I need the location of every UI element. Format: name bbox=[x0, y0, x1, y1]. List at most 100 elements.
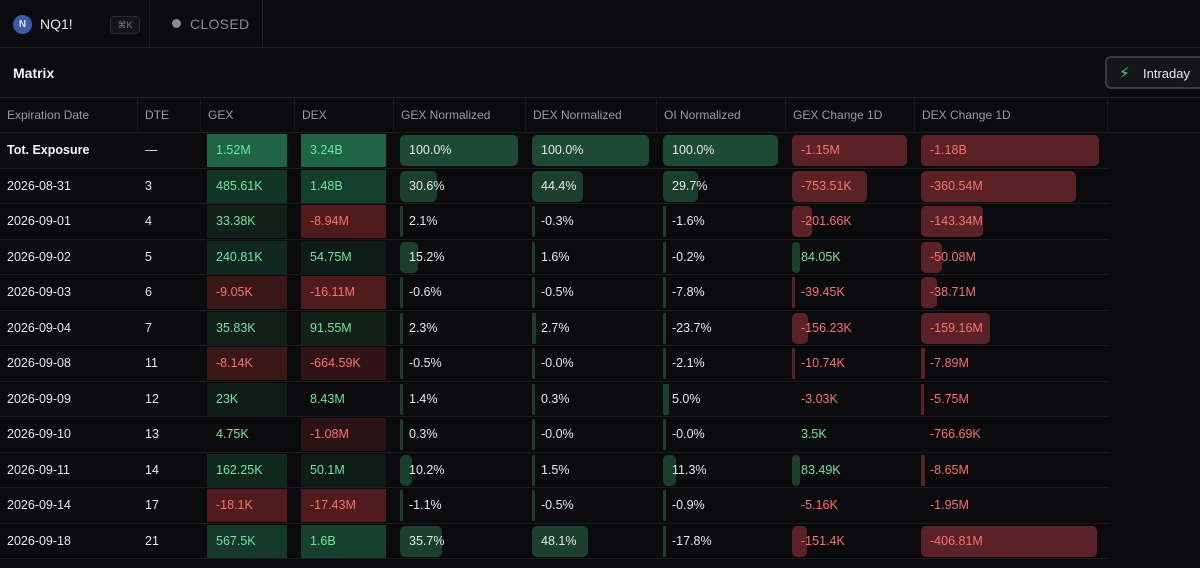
table-row[interactable]: 2026-09-11 14 162.25K 50.1M 10.2% 1.5% 11.3% 83… bbox=[0, 453, 1108, 489]
lightning-bolt-icon: ⚡ bbox=[1119, 65, 1130, 82]
col-gex-normalized-bar bbox=[400, 383, 403, 415]
col-oi-normalized-header[interactable]: OI Normalized bbox=[657, 98, 786, 133]
col-dex-heat-fill bbox=[301, 524, 386, 558]
col-gex-normalized-bar bbox=[400, 454, 412, 486]
col-gex-normalized-value: 35.7% bbox=[409, 533, 445, 548]
col-dex-normalized-cell: 0.3% bbox=[526, 382, 657, 418]
col-oi-normalized-value: -0.2% bbox=[672, 249, 705, 264]
table-row[interactable]: 2026-09-09 12 23K 8.43M 1.4% 0.3% 5.0% -3.03K -5… bbox=[0, 382, 1108, 418]
col-dex-change-bar bbox=[921, 383, 924, 415]
col-dex-heat-fill bbox=[301, 347, 386, 380]
col-gex-change-header[interactable]: GEX Change 1D bbox=[786, 98, 915, 133]
col-expiration-date-cell: 2026-09-02 bbox=[0, 240, 138, 276]
col-dex-change-value: -1.18B bbox=[930, 143, 967, 157]
table-row[interactable]: 2026-09-14 17 -18.1K -17.43M -1.1% -0.5% -0.9%… bbox=[0, 488, 1108, 524]
col-expiration-date-value: 2026-08-31 bbox=[7, 178, 71, 193]
intraday-button[interactable]: ⚡ Intraday bbox=[1105, 56, 1200, 89]
col-gex-change-cell: 3.5K bbox=[786, 417, 915, 453]
col-gex-value: 35.83K bbox=[216, 320, 256, 335]
col-expiration-date-header[interactable]: Expiration Date bbox=[0, 98, 138, 133]
col-dte-header[interactable]: DTE bbox=[138, 98, 201, 133]
col-gex-change-cell: 83.49K bbox=[786, 453, 915, 489]
col-gex-normalized-value: 2.3% bbox=[409, 320, 438, 335]
col-dex-normalized-bar bbox=[532, 241, 535, 273]
col-dte-cell: 14 bbox=[138, 453, 201, 489]
col-gex-normalized-value: 0.3% bbox=[409, 427, 438, 441]
col-dex-normalized-value: -0.0% bbox=[541, 356, 574, 370]
table-row[interactable]: 2026-09-18 21 567.5K 1.6B 35.7% 48.1% -17.8% -1… bbox=[0, 524, 1108, 559]
col-oi-normalized-cell: -23.7% bbox=[657, 311, 786, 347]
table-row[interactable]: 2026-09-08 11 -8.14K -664.59K -0.5% -0.0% -2.1… bbox=[0, 346, 1108, 382]
col-dex-value: -664.59K bbox=[310, 356, 361, 370]
col-dex-change-cell: -50.08M bbox=[915, 240, 1108, 276]
table-row[interactable]: 2026-09-03 6 -9.05K -16.11M -0.6% -0.5% -7.8% -… bbox=[0, 275, 1108, 311]
col-expiration-date-value: Tot. Exposure bbox=[7, 143, 90, 157]
col-dex-normalized-value: -0.0% bbox=[541, 427, 574, 441]
col-gex-normalized-value: 2.1% bbox=[409, 214, 438, 228]
col-oi-normalized-bar bbox=[663, 454, 676, 486]
col-gex-change-value: -5.16K bbox=[801, 498, 838, 512]
col-dex-normalized-value: 0.3% bbox=[541, 391, 570, 406]
col-dex-cell: 54.75M bbox=[295, 240, 394, 276]
col-dex-change-cell: -8.65M bbox=[915, 453, 1108, 489]
symbol-label: NQ1! bbox=[40, 16, 73, 32]
col-dex-heat-fill bbox=[301, 240, 386, 274]
col-dex-normalized-bar bbox=[532, 277, 535, 308]
col-dex-change-value: -406.81M bbox=[930, 533, 983, 548]
col-oi-normalized-cell: 29.7% bbox=[657, 169, 786, 205]
col-gex-cell: 1.52M bbox=[201, 133, 295, 169]
top-bar: N NQ1! ⌘K CLOSED bbox=[0, 0, 1200, 48]
col-gex-change-value: -3.03K bbox=[801, 391, 838, 406]
col-dex-normalized-cell: 1.5% bbox=[526, 453, 657, 489]
col-dex-normalized-value: 48.1% bbox=[541, 533, 577, 548]
col-dte-value: 6 bbox=[145, 285, 152, 299]
col-gex-normalized-header[interactable]: GEX Normalized bbox=[394, 98, 526, 133]
table-row[interactable]: 2026-09-10 13 4.75K -1.08M 0.3% -0.0% -0.0% 3.5… bbox=[0, 417, 1108, 453]
col-gex-heat-fill bbox=[207, 347, 287, 380]
col-dex-change-value: -8.65M bbox=[930, 462, 969, 477]
col-gex-cell: -8.14K bbox=[201, 346, 295, 382]
col-dex-change-bar bbox=[921, 454, 925, 486]
col-dex-normalized-value: 1.5% bbox=[541, 462, 570, 477]
col-dex-normalized-bar bbox=[532, 170, 584, 202]
symbol-tab[interactable]: N NQ1! ⌘K bbox=[0, 0, 150, 48]
col-gex-normalized-bar bbox=[400, 419, 403, 450]
table-row[interactable]: 2026-09-04 7 35.83K 91.55M 2.3% 2.7% -23.7% -15… bbox=[0, 311, 1108, 347]
col-expiration-date-cell: 2026-08-31 bbox=[0, 169, 138, 205]
col-dex-heat-fill bbox=[301, 205, 386, 238]
col-expiration-date-value: 2026-09-14 bbox=[7, 498, 71, 512]
col-gex-change-cell: -3.03K bbox=[786, 382, 915, 418]
col-dex-change-value: -143.34M bbox=[930, 214, 983, 228]
col-dex-change-header[interactable]: DEX Change 1D bbox=[915, 98, 1108, 133]
col-dex-normalized-bar bbox=[532, 206, 535, 237]
col-dex-header[interactable]: DEX bbox=[295, 98, 394, 133]
col-dte-value: — bbox=[145, 143, 158, 157]
col-dex-change-value: -360.54M bbox=[930, 178, 983, 193]
col-expiration-date-value: 2026-09-01 bbox=[7, 214, 71, 228]
table-row[interactable]: 2026-09-02 5 240.81K 54.75M 15.2% 1.6% -0.2% 84… bbox=[0, 240, 1108, 276]
col-expiration-date-cell: 2026-09-09 bbox=[0, 382, 138, 418]
matrix-title: Matrix bbox=[13, 65, 55, 81]
col-dex-normalized-cell: -0.5% bbox=[526, 488, 657, 524]
col-dex-heat-fill bbox=[301, 276, 386, 309]
col-dte-cell: 12 bbox=[138, 382, 201, 418]
table-row[interactable]: 2026-09-01 4 33.38K -8.94M 2.1% -0.3% -1.6% -20… bbox=[0, 204, 1108, 240]
col-gex-heat-fill bbox=[207, 453, 287, 487]
col-dex-value: 3.24B bbox=[310, 143, 343, 157]
col-gex-heat-fill bbox=[207, 524, 287, 558]
col-dex-cell: 1.48B bbox=[295, 169, 394, 205]
col-gex-normalized-bar bbox=[400, 525, 443, 557]
col-gex-value: 485.61K bbox=[216, 178, 263, 193]
col-dte-value: 17 bbox=[145, 498, 159, 512]
col-dex-normalized-header[interactable]: DEX Normalized bbox=[526, 98, 657, 133]
col-dte-value: 13 bbox=[145, 427, 159, 441]
col-oi-normalized-bar bbox=[663, 525, 666, 557]
total-exposure-row[interactable]: Tot. Exposure — 1.52M 3.24B 100.0% 100.0% 100.… bbox=[0, 133, 1108, 169]
col-gex-normalized-cell: 100.0% bbox=[394, 133, 526, 169]
table-row[interactable]: 2026-08-31 3 485.61K 1.48B 30.6% 44.4% 29.7% -7… bbox=[0, 169, 1108, 205]
col-dex-heat-fill bbox=[301, 418, 386, 451]
col-dex-normalized-bar bbox=[532, 383, 535, 415]
col-gex-change-cell: -201.66K bbox=[786, 204, 915, 240]
col-gex-header[interactable]: GEX bbox=[201, 98, 295, 133]
status-label: CLOSED bbox=[190, 16, 250, 32]
